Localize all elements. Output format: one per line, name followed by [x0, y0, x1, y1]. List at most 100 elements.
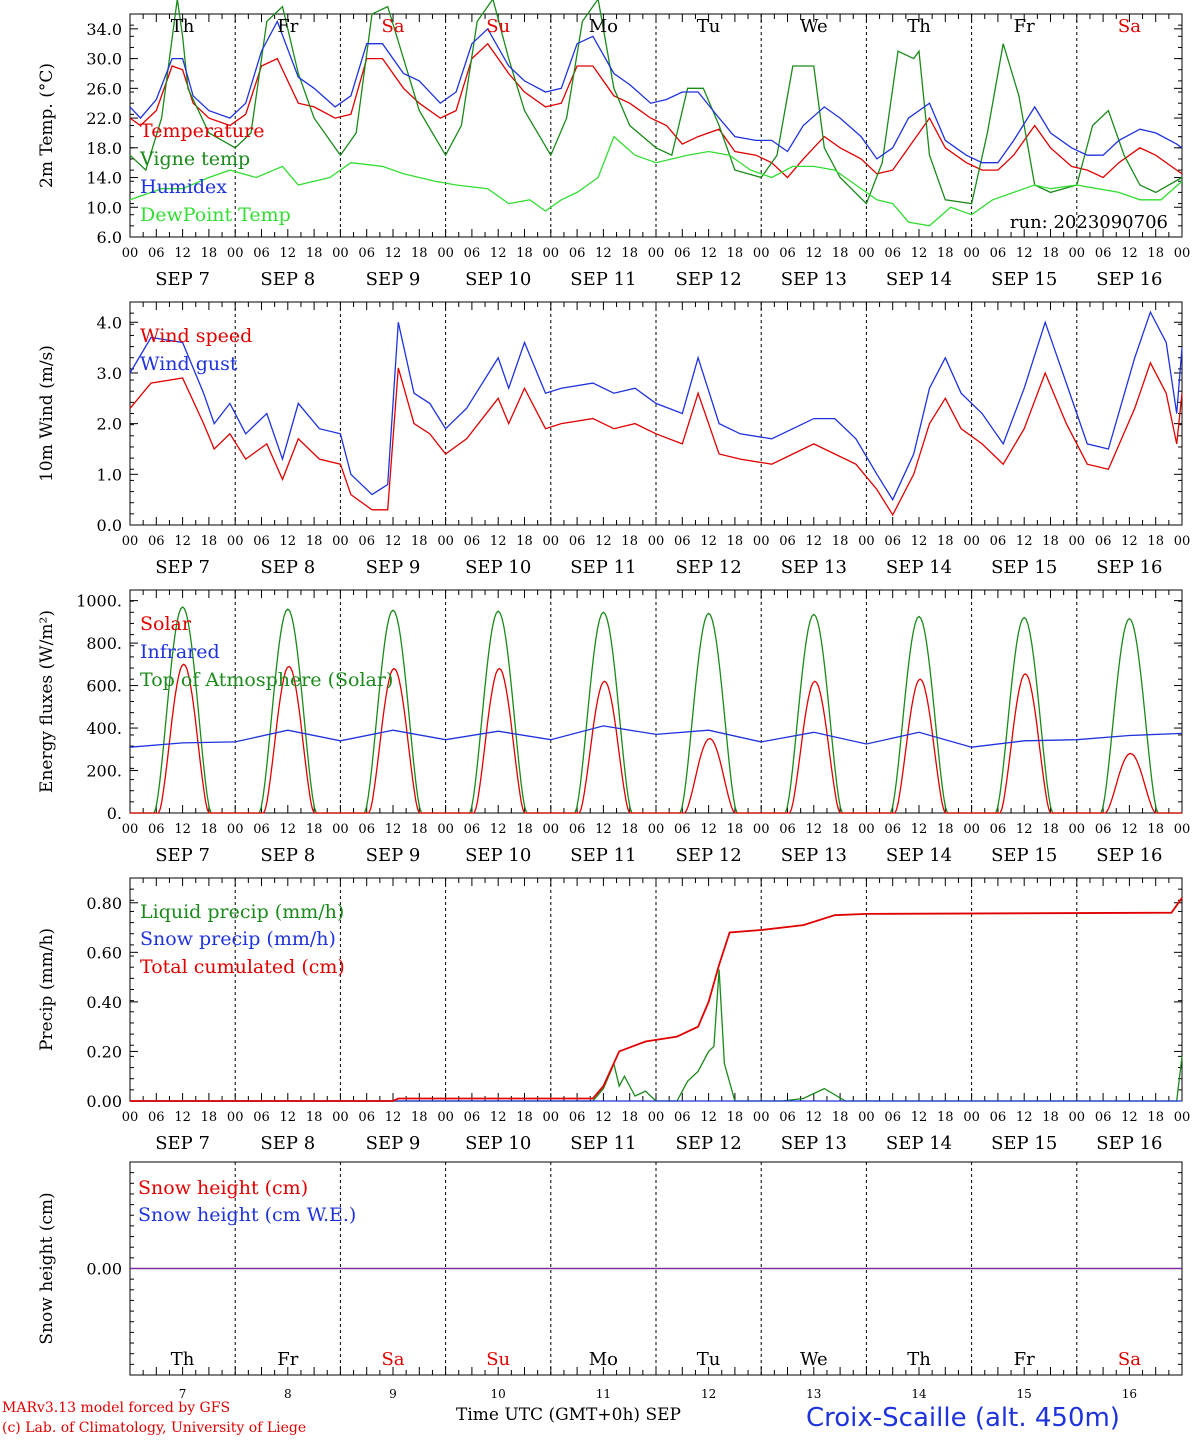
hour-label: 12 — [806, 534, 823, 549]
date-label: SEP 16 — [1096, 1133, 1162, 1154]
hour-label: 18 — [411, 246, 428, 261]
model-credit: MARv3.13 model forced by GFS — [2, 1400, 231, 1416]
hour-label: 18 — [516, 534, 533, 549]
hour-label: 18 — [516, 1110, 533, 1125]
hour-label: 12 — [280, 534, 297, 549]
day-name-bottom: Fr — [277, 1349, 298, 1370]
y-tick-label: 0.20 — [86, 1042, 122, 1061]
hour-label: 12 — [280, 246, 297, 261]
date-label: SEP 15 — [991, 845, 1057, 866]
hour-label: 06 — [569, 534, 586, 549]
series-line — [129, 361, 1183, 517]
hour-label: 00 — [543, 246, 560, 261]
legend-entry: Solar — [140, 613, 192, 635]
hour-label: 00 — [332, 534, 349, 549]
time-axis-label: Time UTC (GMT+0h) SEP — [456, 1405, 681, 1425]
hour-label: 12 — [595, 1110, 612, 1125]
legend-entry: DewPoint Temp — [140, 204, 291, 226]
y-tick-label: 10.0 — [86, 198, 122, 217]
hour-label: 00 — [858, 534, 875, 549]
y-tick-label: 0.00 — [86, 1092, 122, 1111]
hour-label: 18 — [306, 246, 323, 261]
hour-label: 18 — [937, 246, 954, 261]
date-label: SEP 7 — [155, 269, 210, 290]
hour-label: 06 — [253, 822, 270, 837]
hour-label: 06 — [148, 246, 165, 261]
date-label: SEP 9 — [366, 269, 421, 290]
hour-label: 18 — [306, 1110, 323, 1125]
y-tick-label: 14.0 — [86, 169, 122, 188]
hour-label: 12 — [595, 822, 612, 837]
hour-label: 06 — [569, 822, 586, 837]
hour-label: 12 — [700, 246, 717, 261]
hour-label: 06 — [358, 534, 375, 549]
hour-label: 18 — [1042, 1110, 1059, 1125]
y-tick-label: 0.60 — [86, 943, 122, 962]
date-label: SEP 11 — [570, 845, 636, 866]
hour-label: 00 — [543, 534, 560, 549]
hour-label: 00 — [1174, 1110, 1191, 1125]
hour-label: 18 — [411, 534, 428, 549]
hour-label: 12 — [385, 246, 402, 261]
hour-label: 18 — [621, 822, 638, 837]
hour-label: 00 — [1069, 246, 1086, 261]
hour-label: 12 — [490, 534, 507, 549]
legend-entry: Humidex — [140, 176, 227, 198]
series-line — [129, 310, 1183, 502]
hour-label: 18 — [1147, 822, 1164, 837]
hour-label: 12 — [806, 822, 823, 837]
plot-frame — [129, 589, 1183, 814]
panel-1: 34.0 30.0 26.0 22.0 18.0 14.0 10.0 6.0 2m Temp. … — [37, 0, 1190, 290]
day-name-bottom: Tu — [697, 1349, 721, 1370]
hour-label: 06 — [253, 534, 270, 549]
y-tick-label: 18.0 — [86, 139, 122, 158]
day-number: 12 — [701, 1387, 716, 1401]
day-name-top: Th — [171, 16, 195, 37]
y-tick-label: 2.0 — [97, 415, 122, 434]
legend-entry: Liquid precip (mm/h) — [140, 901, 344, 923]
legend-entry: Wind gust — [140, 353, 238, 375]
hour-label: 00 — [753, 246, 770, 261]
hour-label: 06 — [464, 246, 481, 261]
y-axis-label: 2m Temp. (°C) — [37, 63, 57, 188]
hour-label: 00 — [122, 246, 139, 261]
hour-label: 06 — [358, 822, 375, 837]
series-solar — [130, 663, 1182, 814]
hour-label: 06 — [253, 1110, 270, 1125]
day-name-bottom: Mo — [589, 1349, 618, 1370]
date-label: SEP 10 — [465, 557, 531, 578]
site-label: Croix-Scaille (alt. 450m) — [806, 1403, 1120, 1433]
y-tick-label: 200. — [86, 762, 122, 781]
date-label: SEP 8 — [260, 269, 315, 290]
hour-label: 06 — [1095, 1110, 1112, 1125]
panel-2: 4.0 3.0 2.0 1.0 0.0 10m Wind (m/s) 00 06 12 18 00 0… — [37, 301, 1191, 578]
y-tick-label: 400. — [86, 719, 122, 738]
date-label: SEP 12 — [675, 269, 741, 290]
day-number: 10 — [491, 1387, 506, 1401]
hour-label: 06 — [884, 1110, 901, 1125]
hour-label: 12 — [385, 534, 402, 549]
hour-label: 12 — [490, 246, 507, 261]
y-tick-label: 1.0 — [97, 465, 122, 484]
hour-label: 06 — [1095, 246, 1112, 261]
y-tick-label: 34.0 — [86, 20, 122, 39]
day-name-bottom: Th — [171, 1349, 195, 1370]
hour-label: 06 — [148, 1110, 165, 1125]
hour-label: 06 — [779, 534, 796, 549]
hour-label: 00 — [858, 1110, 875, 1125]
run-label: run: 2023090706 — [1010, 212, 1168, 233]
hour-label: 06 — [148, 534, 165, 549]
hour-label: 06 — [569, 1110, 586, 1125]
hour-label: 00 — [858, 822, 875, 837]
hour-label: 00 — [1174, 534, 1191, 549]
date-label: SEP 10 — [465, 1133, 531, 1154]
hour-label: 00 — [122, 822, 139, 837]
day-name-bottom: Sa — [381, 1349, 404, 1370]
hour-label: 12 — [174, 1110, 191, 1125]
hour-label: 18 — [201, 534, 218, 549]
hour-label: 00 — [332, 822, 349, 837]
date-label: SEP 16 — [1096, 845, 1162, 866]
hour-label: 18 — [621, 246, 638, 261]
panel-3: 1000. 800. 600. 400. 200. 0. Energy fluxes (W/… — [37, 589, 1190, 866]
hour-label: 06 — [1095, 534, 1112, 549]
